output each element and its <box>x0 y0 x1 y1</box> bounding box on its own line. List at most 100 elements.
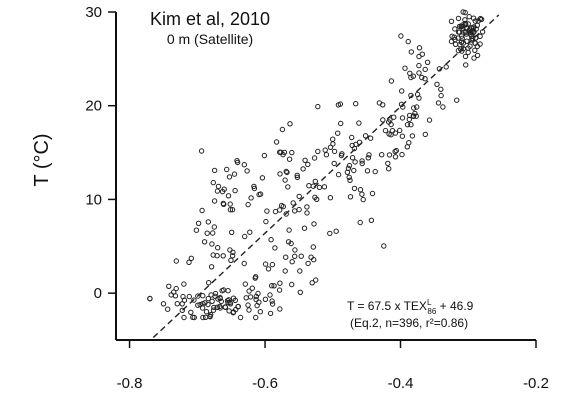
chart-subtitle: 0 m (Satellite) <box>167 31 253 47</box>
data-point <box>220 253 226 259</box>
data-point <box>333 228 339 234</box>
data-point <box>271 283 277 289</box>
data-point <box>179 301 185 307</box>
data-point <box>269 261 276 268</box>
data-point <box>335 130 341 136</box>
data-point <box>226 174 233 180</box>
data-point <box>257 309 263 315</box>
data-point <box>460 40 467 46</box>
data-point <box>241 260 247 267</box>
data-point <box>222 304 229 310</box>
data-point <box>306 183 312 189</box>
data-point <box>227 301 234 307</box>
data-point <box>360 196 366 203</box>
data-point <box>467 29 474 36</box>
data-point <box>277 280 283 286</box>
data-point <box>267 310 274 317</box>
data-point <box>357 187 364 193</box>
data-point <box>257 191 264 197</box>
data-point <box>459 23 465 30</box>
data-point <box>467 26 473 32</box>
y-tick-label: 0 <box>94 285 102 302</box>
data-point <box>147 296 153 302</box>
data-point <box>193 227 200 233</box>
data-point <box>356 120 362 126</box>
data-point <box>310 244 316 250</box>
data-point <box>267 292 273 298</box>
data-point <box>466 14 472 20</box>
data-point <box>172 293 179 299</box>
data-point <box>426 117 433 123</box>
data-point <box>200 314 206 321</box>
data-point <box>279 126 286 133</box>
data-point <box>346 174 352 181</box>
data-point <box>465 49 471 56</box>
data-point <box>297 268 303 274</box>
data-point <box>399 88 405 94</box>
data-point <box>230 249 236 256</box>
data-point <box>200 301 206 307</box>
data-point <box>471 24 477 30</box>
data-point <box>472 47 478 53</box>
data-point <box>392 130 399 136</box>
data-point <box>392 154 399 160</box>
data-point <box>416 70 422 76</box>
data-point <box>327 195 334 201</box>
data-point <box>359 158 365 164</box>
data-point <box>218 298 225 305</box>
equation-line-2: (Eq.2, n=396, r²=0.86) <box>350 316 468 330</box>
data-point <box>372 168 378 175</box>
data-point <box>313 277 319 283</box>
data-point <box>331 160 337 167</box>
data-point <box>285 184 291 190</box>
data-point <box>286 227 292 233</box>
data-point <box>282 268 288 274</box>
data-point <box>231 171 238 177</box>
data-point <box>460 46 467 52</box>
data-point <box>357 219 363 226</box>
data-point <box>393 147 399 154</box>
data-point <box>416 45 423 51</box>
data-point <box>300 166 306 172</box>
data-point <box>197 301 203 308</box>
data-point <box>353 101 359 107</box>
data-point <box>232 297 239 303</box>
data-point <box>310 183 316 189</box>
data-point <box>389 128 396 134</box>
data-point <box>214 188 221 194</box>
data-point <box>253 296 259 303</box>
data-point <box>386 166 392 172</box>
data-point <box>422 131 428 138</box>
data-point <box>416 62 422 69</box>
data-point <box>205 301 211 308</box>
data-point <box>246 288 252 294</box>
data-point <box>419 74 425 81</box>
data-point <box>330 136 336 142</box>
data-point <box>285 239 292 245</box>
data-point <box>362 133 369 139</box>
data-point <box>252 275 258 281</box>
data-point <box>367 135 374 141</box>
data-point <box>471 29 477 35</box>
data-point <box>305 161 311 168</box>
fit-line-group <box>152 14 500 339</box>
data-point <box>391 114 397 120</box>
data-point <box>408 74 414 81</box>
data-point <box>234 158 240 164</box>
data-point <box>369 190 376 197</box>
data-point <box>225 288 231 294</box>
data-point <box>347 177 353 184</box>
data-point <box>276 287 283 293</box>
data-point <box>254 302 260 309</box>
data-point <box>462 53 469 60</box>
data-point <box>210 230 216 236</box>
data-point <box>294 174 301 181</box>
data-point <box>304 204 310 210</box>
data-point <box>462 28 468 35</box>
data-point <box>188 309 194 315</box>
data-point <box>311 221 317 227</box>
data-point <box>269 298 275 304</box>
data-point <box>211 167 218 174</box>
data-point <box>262 296 269 302</box>
data-point <box>181 281 187 287</box>
